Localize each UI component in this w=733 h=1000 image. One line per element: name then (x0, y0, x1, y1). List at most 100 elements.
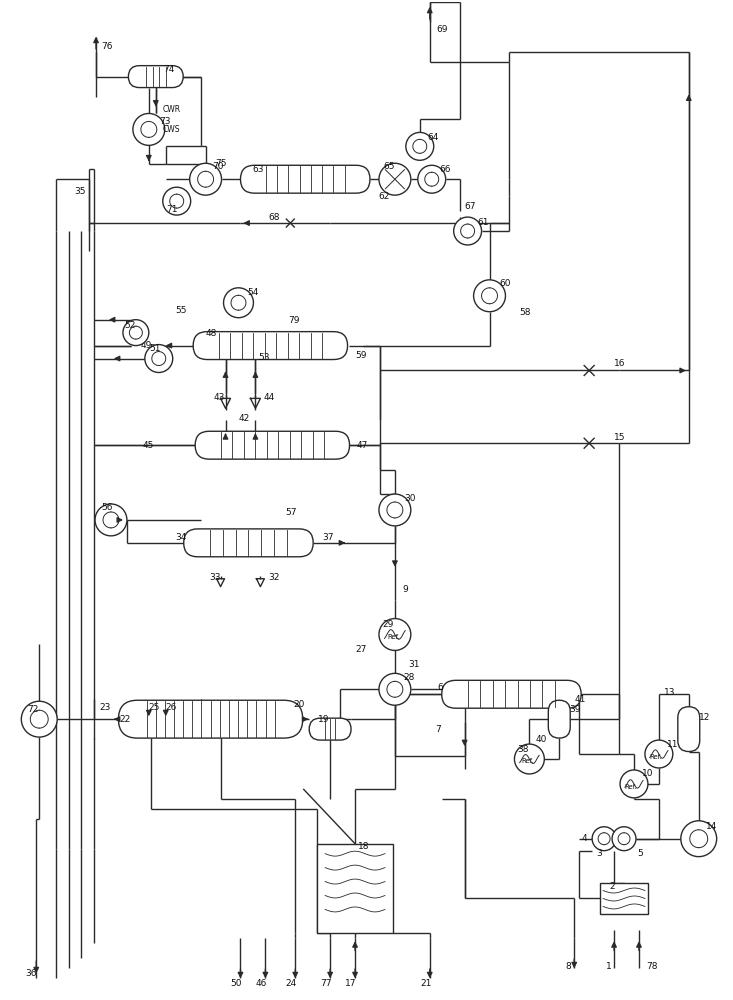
Text: 13: 13 (664, 688, 675, 697)
Circle shape (95, 504, 127, 536)
Text: 6: 6 (438, 683, 443, 692)
Text: 60: 60 (499, 279, 511, 288)
Text: 42: 42 (238, 414, 250, 423)
Text: 29: 29 (382, 620, 394, 629)
Text: 58: 58 (520, 308, 531, 317)
Bar (600, 883, 648, 914)
Circle shape (379, 619, 410, 650)
Text: 36: 36 (26, 969, 37, 978)
Text: 76: 76 (101, 42, 112, 51)
Text: 20: 20 (293, 700, 305, 709)
Text: Ref.: Ref. (624, 784, 637, 790)
Circle shape (515, 744, 545, 774)
Circle shape (224, 288, 254, 318)
FancyBboxPatch shape (548, 700, 570, 738)
Text: CWS: CWS (163, 125, 180, 134)
Text: 43: 43 (213, 393, 225, 402)
Text: 56: 56 (101, 503, 112, 512)
Text: 63: 63 (252, 165, 264, 174)
Text: 16: 16 (614, 359, 625, 368)
Text: 34: 34 (176, 533, 187, 542)
Text: 1: 1 (606, 962, 612, 971)
Text: 40: 40 (535, 735, 547, 744)
Text: 68: 68 (268, 213, 280, 222)
Text: 18: 18 (358, 842, 369, 851)
Text: 30: 30 (404, 494, 416, 503)
Text: 26: 26 (166, 703, 177, 712)
Circle shape (21, 701, 57, 737)
Text: 24: 24 (286, 979, 297, 988)
FancyBboxPatch shape (194, 332, 347, 360)
Text: 62: 62 (378, 192, 389, 201)
FancyBboxPatch shape (240, 165, 370, 193)
Text: 78: 78 (646, 962, 658, 971)
Circle shape (681, 821, 717, 857)
Text: 23: 23 (99, 703, 111, 712)
Text: 44: 44 (263, 393, 275, 402)
Text: 54: 54 (248, 288, 259, 297)
Circle shape (190, 163, 221, 195)
Text: 38: 38 (517, 745, 529, 754)
Circle shape (379, 673, 410, 705)
Text: 17: 17 (345, 979, 357, 988)
Circle shape (612, 827, 636, 851)
Text: 77: 77 (320, 979, 332, 988)
Text: 15: 15 (614, 433, 625, 442)
Text: Ref.: Ref. (521, 758, 534, 764)
Circle shape (145, 345, 173, 372)
Text: 32: 32 (268, 573, 280, 582)
Text: 53: 53 (259, 353, 270, 362)
Text: 72: 72 (27, 705, 39, 714)
Text: 64: 64 (428, 133, 439, 142)
Circle shape (406, 132, 434, 160)
Text: 10: 10 (642, 769, 653, 778)
Text: 19: 19 (318, 715, 330, 724)
Text: 11: 11 (667, 740, 678, 749)
FancyBboxPatch shape (309, 718, 351, 740)
Text: Ref.: Ref. (387, 634, 399, 640)
Circle shape (454, 217, 482, 245)
Text: 12: 12 (699, 713, 710, 722)
Text: 7: 7 (435, 725, 441, 734)
Circle shape (620, 770, 648, 798)
Text: 57: 57 (285, 508, 297, 517)
Text: 33: 33 (210, 573, 221, 582)
Text: CWR: CWR (163, 105, 181, 114)
FancyBboxPatch shape (128, 66, 183, 88)
Text: 61: 61 (478, 218, 489, 227)
Text: 45: 45 (143, 441, 154, 450)
Text: 55: 55 (176, 306, 187, 315)
Circle shape (379, 494, 410, 526)
FancyBboxPatch shape (184, 529, 313, 557)
Circle shape (592, 827, 616, 851)
Text: 5: 5 (637, 849, 643, 858)
Text: 70: 70 (213, 162, 224, 171)
Text: 35: 35 (74, 187, 86, 196)
Circle shape (163, 187, 191, 215)
Text: 9: 9 (403, 585, 408, 594)
Text: 27: 27 (355, 645, 366, 654)
Text: 28: 28 (404, 673, 415, 682)
FancyBboxPatch shape (195, 431, 350, 459)
Text: 21: 21 (420, 979, 432, 988)
Circle shape (645, 740, 673, 768)
Text: 39: 39 (570, 705, 581, 714)
Text: 41: 41 (574, 695, 586, 704)
Text: 50: 50 (231, 979, 242, 988)
Text: Ref.: Ref. (649, 754, 662, 760)
Text: 8: 8 (565, 962, 571, 971)
Text: 51: 51 (149, 344, 161, 353)
Text: 67: 67 (465, 202, 476, 211)
Text: 2: 2 (609, 882, 615, 891)
Text: 49: 49 (141, 341, 152, 350)
Bar (317, 844, 393, 933)
Text: 4: 4 (581, 834, 587, 843)
Text: 69: 69 (437, 25, 449, 34)
Text: 22: 22 (119, 715, 130, 724)
Text: 75: 75 (216, 159, 227, 168)
Circle shape (379, 163, 410, 195)
Circle shape (474, 280, 506, 312)
Text: 52: 52 (124, 321, 136, 330)
Text: 37: 37 (323, 533, 334, 542)
Text: 14: 14 (706, 822, 717, 831)
